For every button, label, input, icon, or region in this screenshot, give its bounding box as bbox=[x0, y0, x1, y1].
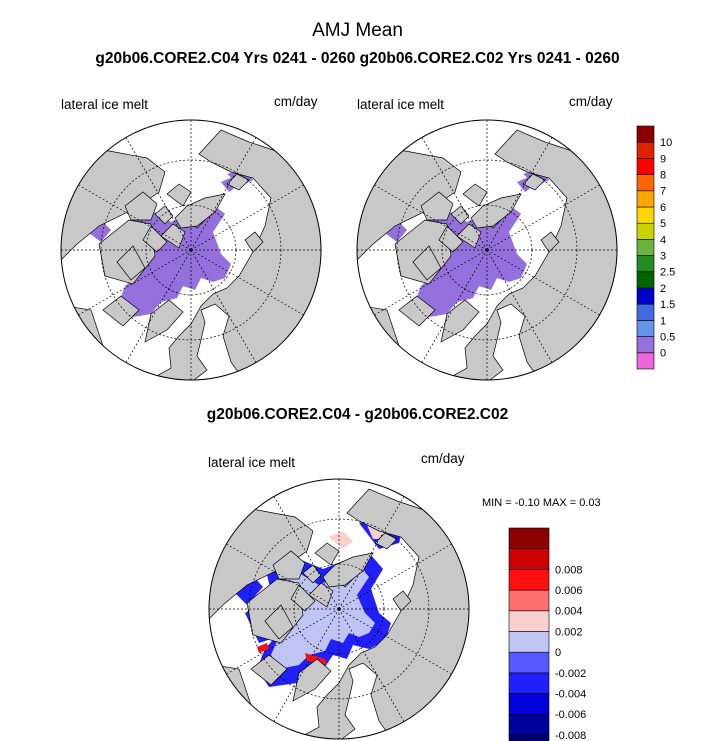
colorbar-top-swatch bbox=[636, 352, 655, 370]
colorbar-top-swatch bbox=[636, 303, 655, 321]
colorbar-top: 0 0.5 1 1.5 2 2.5 3 4 5 6 7 8 9 10 bbox=[636, 125, 675, 370]
colorbar-top-tick-label: 0 bbox=[660, 348, 666, 360]
colorbar-top-swatch bbox=[636, 336, 655, 354]
colorbar-top-tick-label: 2.5 bbox=[660, 267, 675, 279]
colorbar-top-tick-label: 3 bbox=[660, 250, 666, 262]
colorbar-bottom-tick-label: 0.002 bbox=[555, 626, 583, 638]
max-label: MAX = bbox=[542, 497, 577, 509]
colorbar-top-swatch bbox=[636, 239, 655, 256]
colorbar-top-tick-label: 5 bbox=[660, 218, 666, 230]
colorbar-top-tick-label: 1.5 bbox=[660, 299, 675, 311]
colorbar-top-swatch bbox=[636, 174, 655, 192]
colorbar-bottom-tick-label: -0.004 bbox=[555, 688, 586, 700]
colorbar-bottom: -0.008 -0.006 -0.004 -0.002 0 0.002 0.004 0.006… bbox=[508, 527, 586, 741]
colorbar-bottom-swatch bbox=[508, 713, 550, 736]
colorbar-top-swatch bbox=[636, 141, 655, 159]
panel-2-variable-label: lateral ice melt bbox=[357, 97, 445, 112]
diff-title: g20b06.CORE2.C04 - g20b06.CORE2.C02 bbox=[206, 406, 509, 423]
colorbar-top-swatch bbox=[636, 158, 655, 175]
colorbar-bottom-tick-label: 0.006 bbox=[555, 585, 583, 597]
panel-1-map bbox=[61, 120, 321, 380]
colorbar-bottom-swatch bbox=[508, 610, 550, 632]
colorbar-top-swatch bbox=[636, 125, 655, 143]
colorbar-top-swatch bbox=[636, 287, 655, 305]
colorbar-bottom-swatch bbox=[508, 569, 550, 591]
colorbar-top-tick-label: 4 bbox=[660, 234, 666, 246]
panel-3-map bbox=[209, 479, 469, 739]
colorbar-bottom-swatch bbox=[508, 734, 550, 741]
panel-2-units-label: cm/day bbox=[569, 94, 613, 109]
colorbar-top-swatch bbox=[636, 206, 655, 224]
panel-3-border bbox=[208, 478, 470, 740]
colorbar-bottom-tick-label: -0.002 bbox=[555, 668, 586, 680]
colorbar-top-tick-label: 10 bbox=[660, 137, 672, 149]
colorbar-bottom-swatch bbox=[508, 672, 550, 694]
panel-2-border bbox=[356, 119, 618, 381]
min-value: -0.10 bbox=[514, 497, 540, 509]
panel-1-subtitle: g20b06.CORE2.C04 Yrs 0241 - 0260 bbox=[95, 50, 356, 67]
panel-3-variable-label: lateral ice melt bbox=[208, 455, 296, 470]
colorbar-top-swatch bbox=[636, 255, 655, 273]
colorbar-bottom-swatch bbox=[508, 589, 550, 612]
colorbar-top-tick-label: 7 bbox=[660, 186, 666, 198]
colorbar-bottom-swatch bbox=[508, 527, 550, 550]
colorbar-bottom-tick-label: -0.006 bbox=[555, 709, 586, 721]
colorbar-bottom-tick-label: 0.008 bbox=[555, 564, 583, 576]
colorbar-bottom-tick-label: -0.008 bbox=[555, 730, 586, 741]
main-title: AMJ Mean bbox=[312, 20, 403, 41]
panel-1-border bbox=[60, 119, 322, 381]
colorbar-top-tick-label: 0.5 bbox=[660, 331, 675, 343]
diff-stats: MIN = -0.10 MAX = 0.03 bbox=[482, 497, 601, 509]
colorbar-bottom-swatch bbox=[508, 548, 550, 570]
colorbar-bottom-swatch bbox=[508, 631, 550, 653]
panel-2-subtitle: g20b06.CORE2.C02 Yrs 0241 - 0260 bbox=[359, 50, 620, 67]
colorbar-bottom-swatch bbox=[508, 693, 550, 715]
panel-3-units-label: cm/day bbox=[421, 451, 465, 466]
panel-1-variable-label: lateral ice melt bbox=[61, 97, 149, 112]
colorbar-top-swatch bbox=[636, 190, 655, 208]
panel-2-map bbox=[357, 120, 617, 380]
colorbar-bottom-swatch bbox=[508, 651, 550, 674]
colorbar-top-swatch bbox=[636, 222, 655, 240]
colorbar-top-tick-label: 6 bbox=[660, 202, 666, 214]
colorbar-bottom-tick-label: 0 bbox=[555, 647, 561, 659]
colorbar-top-tick-label: 8 bbox=[660, 169, 666, 181]
max-value: 0.03 bbox=[579, 497, 601, 509]
top-subtitle: g20b06.CORE2.C04 Yrs 0241 - 0260 g20b06.… bbox=[0, 50, 715, 68]
colorbar-bottom-tick-label: 0.004 bbox=[555, 606, 583, 618]
colorbar-top-swatch bbox=[636, 320, 655, 337]
colorbar-top-swatch bbox=[636, 271, 655, 289]
colorbar-top-tick-label: 2 bbox=[660, 283, 666, 295]
colorbar-top-tick-label: 1 bbox=[660, 315, 666, 327]
colorbar-top-tick-label: 9 bbox=[660, 153, 666, 165]
min-label: MIN = bbox=[482, 497, 512, 509]
panel-1-units-label: cm/day bbox=[274, 94, 318, 109]
